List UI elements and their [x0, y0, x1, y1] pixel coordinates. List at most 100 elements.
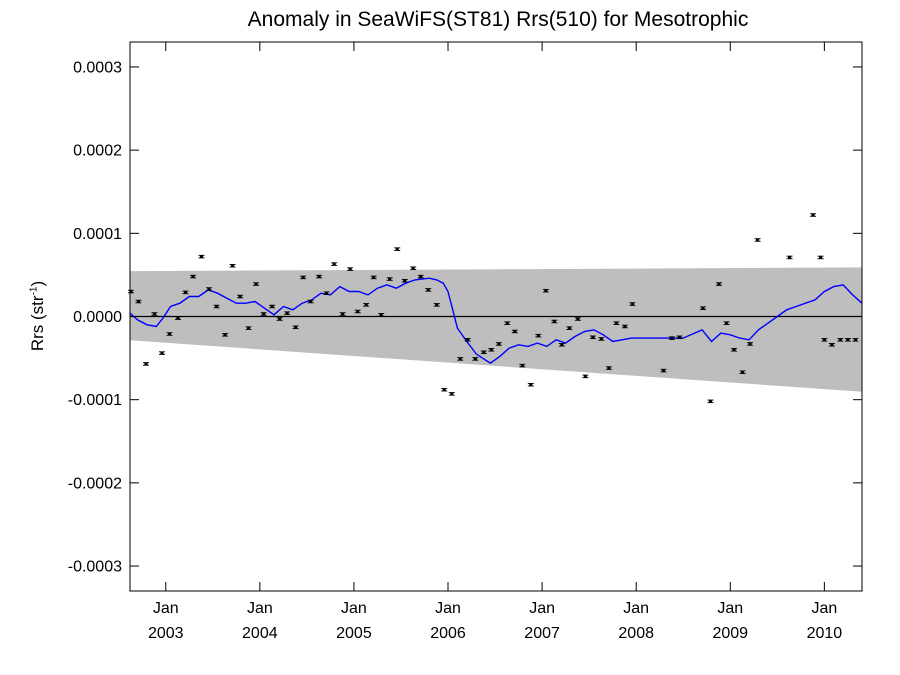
point-marker	[544, 289, 548, 292]
y-ticks-group: 0.0003 0.0002 0.0001 0.0000 -0.0001 -0.0002 -0…	[68, 59, 862, 576]
data-point	[511, 329, 518, 334]
point-marker	[379, 313, 383, 316]
point-marker	[152, 313, 157, 316]
point-marker	[183, 291, 188, 294]
data-point	[605, 366, 612, 370]
point-marker	[677, 336, 682, 339]
uncertainty-band	[130, 267, 862, 392]
point-marker	[419, 275, 423, 278]
x-tick-year-label: 2005	[336, 625, 372, 642]
data-point	[837, 338, 844, 342]
data-point	[347, 267, 354, 271]
point-marker	[567, 327, 571, 330]
y-tick-label: 0.0002	[73, 143, 122, 160]
data-point	[253, 282, 260, 286]
data-point	[417, 274, 424, 279]
data-point	[213, 304, 220, 309]
data-point	[817, 255, 824, 260]
data-point	[495, 342, 502, 346]
point-marker	[395, 248, 399, 251]
data-point	[629, 302, 636, 306]
data-point	[527, 382, 534, 387]
point-marker	[630, 303, 635, 306]
data-point	[378, 313, 385, 317]
point-marker	[701, 307, 705, 310]
data-point	[292, 325, 299, 330]
data-point	[158, 351, 165, 355]
point-marker	[442, 388, 446, 391]
x-tick-month-label: Jan	[341, 600, 367, 617]
point-marker	[529, 383, 533, 386]
y-tick-label: -0.0001	[68, 392, 122, 409]
point-marker	[819, 256, 823, 259]
point-marker	[614, 322, 619, 325]
point-marker	[708, 400, 713, 403]
point-marker	[332, 263, 336, 266]
data-point	[613, 321, 620, 325]
data-point	[198, 254, 205, 259]
point-marker	[230, 264, 235, 267]
x-tick-year-label: 2004	[242, 625, 278, 642]
point-marker	[167, 332, 172, 335]
point-marker	[262, 313, 266, 316]
data-point	[441, 387, 448, 392]
point-marker	[740, 371, 745, 374]
data-point	[582, 374, 589, 379]
point-marker	[822, 338, 826, 341]
x-tick-year-label: 2007	[524, 625, 560, 642]
point-marker	[838, 338, 842, 341]
data-point	[574, 317, 581, 321]
data-point	[676, 335, 683, 340]
data-point	[739, 370, 746, 374]
data-points-group	[127, 213, 859, 404]
point-marker	[403, 279, 407, 282]
data-point	[127, 289, 134, 294]
data-point	[464, 338, 471, 342]
point-marker	[560, 343, 564, 346]
point-marker	[317, 275, 321, 278]
data-point	[707, 399, 714, 404]
data-point	[190, 274, 197, 279]
point-marker	[830, 343, 834, 346]
data-point	[245, 326, 252, 330]
point-marker	[270, 305, 274, 308]
data-point	[535, 333, 542, 338]
point-marker	[129, 290, 133, 293]
data-point	[331, 262, 338, 266]
point-marker	[591, 336, 595, 339]
data-point	[810, 213, 817, 217]
y-tick-label: -0.0002	[68, 475, 122, 492]
x-tick-year-label: 2006	[430, 625, 466, 642]
point-marker	[364, 303, 368, 306]
data-point	[394, 247, 401, 251]
point-marker	[473, 357, 477, 360]
x-tick-year-label: 2010	[807, 625, 843, 642]
point-marker	[435, 303, 439, 306]
data-point	[339, 312, 346, 316]
data-point	[276, 317, 283, 321]
data-point	[786, 255, 793, 260]
data-point	[488, 348, 495, 352]
data-point	[457, 357, 464, 361]
data-point	[410, 266, 417, 271]
point-marker	[254, 283, 258, 286]
point-marker	[623, 325, 627, 328]
data-point	[323, 291, 330, 295]
data-point	[448, 392, 455, 396]
data-point	[558, 343, 565, 347]
data-point	[284, 311, 291, 315]
point-marker	[309, 300, 313, 303]
point-marker	[214, 305, 219, 308]
data-point	[135, 299, 142, 304]
data-point	[425, 288, 432, 292]
point-marker	[144, 362, 148, 365]
data-point	[699, 306, 706, 310]
x-tick-month-label: Jan	[623, 600, 649, 617]
data-point	[542, 288, 549, 293]
data-point	[566, 326, 573, 330]
data-point	[237, 294, 244, 299]
data-point	[142, 362, 149, 366]
data-point	[151, 312, 158, 316]
data-point	[401, 278, 408, 283]
